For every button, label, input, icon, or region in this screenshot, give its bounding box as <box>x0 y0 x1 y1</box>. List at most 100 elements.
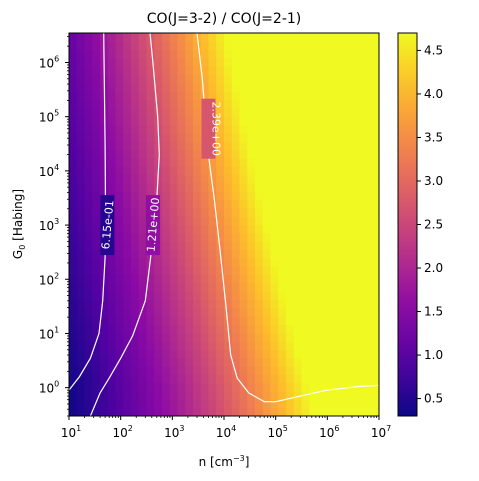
heatmap-cell <box>278 282 287 292</box>
heatmap-cell <box>123 199 132 209</box>
heatmap-cell <box>177 241 186 251</box>
heatmap-cell <box>100 157 109 167</box>
heatmap-cell <box>270 341 279 350</box>
heatmap-cell <box>169 274 179 284</box>
heatmap-cell <box>115 324 124 334</box>
heatmap-cell <box>115 141 124 151</box>
heatmap-cell <box>76 341 86 350</box>
heatmap-cell <box>146 341 155 350</box>
heatmap-cell <box>239 166 248 176</box>
heatmap-cell <box>107 74 117 84</box>
heatmap-cell <box>231 33 241 42</box>
heatmap-cell <box>131 41 140 51</box>
heatmap-cell <box>231 74 241 84</box>
heatmap-cell <box>262 107 272 117</box>
heatmap-cell <box>107 257 117 267</box>
heatmap-cell <box>270 324 279 334</box>
heatmap-cell <box>247 66 256 76</box>
contour-line-1 <box>69 33 107 391</box>
heatmap-cell <box>169 282 179 292</box>
heatmap-cell <box>177 41 186 51</box>
heatmap-cell <box>185 141 194 151</box>
heatmap-cell <box>348 349 357 359</box>
heatmap-cell <box>200 266 210 276</box>
heatmap-cell <box>162 107 171 117</box>
heatmap-cell <box>332 282 341 292</box>
heatmap-cell <box>123 232 132 242</box>
heatmap-cell <box>247 116 256 126</box>
heatmap-cell <box>216 199 225 209</box>
heatmap-cell <box>278 307 287 317</box>
heatmap-cell <box>138 332 148 342</box>
heatmap-cell <box>185 366 194 375</box>
heatmap-cell <box>185 49 194 59</box>
heatmap-cell <box>138 66 148 76</box>
heatmap-cell <box>131 299 140 309</box>
heatmap-cell <box>301 66 310 76</box>
heatmap-cell <box>239 49 248 59</box>
heatmap-cell <box>131 407 140 416</box>
heatmap-cell <box>69 307 78 317</box>
heatmap-cell <box>301 74 310 84</box>
heatmap-cell <box>216 366 225 375</box>
heatmap-cell <box>138 399 148 409</box>
heatmap-cell <box>231 274 241 284</box>
heatmap-cell <box>224 366 233 375</box>
heatmap-cell <box>324 299 334 309</box>
heatmap-cell <box>76 49 86 59</box>
heatmap-cell <box>286 307 295 317</box>
heatmap-cell <box>115 407 124 416</box>
heatmap-cell <box>162 166 171 176</box>
heatmap-cell <box>92 224 101 234</box>
heatmap-cell <box>123 332 132 342</box>
heatmap-cell <box>193 207 202 217</box>
heatmap-cell <box>278 116 287 126</box>
heatmap-cell <box>146 266 155 276</box>
heatmap-cell <box>138 257 148 267</box>
heatmap-cell <box>355 49 365 59</box>
heatmap-cell <box>231 166 241 176</box>
heatmap-cell <box>162 341 171 350</box>
heatmap-cell <box>84 282 93 292</box>
heatmap-cell <box>154 257 163 267</box>
heatmap-cell <box>216 257 225 267</box>
heatmap-cell <box>115 316 124 326</box>
heatmap-cell <box>123 41 132 51</box>
heatmap-cell <box>255 207 264 217</box>
heatmap-cell <box>324 366 334 375</box>
heatmap-cell <box>185 299 194 309</box>
heatmap-cell <box>76 241 86 251</box>
heatmap-cell <box>348 91 357 101</box>
heatmap-cell <box>247 57 256 67</box>
heatmap-cell <box>239 41 248 51</box>
heatmap-cell <box>138 174 148 184</box>
heatmap-cell <box>371 149 379 159</box>
heatmap-cell <box>216 316 225 326</box>
heatmap-cell <box>216 99 225 109</box>
heatmap-cell <box>348 232 357 242</box>
heatmap-cell <box>247 257 256 267</box>
heatmap-cell <box>270 82 279 92</box>
heatmap-cell <box>239 232 248 242</box>
heatmap-cell <box>138 374 148 384</box>
heatmap-cell <box>262 149 272 159</box>
heatmap-cell <box>100 399 109 409</box>
heatmap-cell <box>231 357 241 367</box>
heatmap-cell <box>69 291 78 301</box>
heatmap-cell <box>348 216 357 226</box>
heatmap-cell <box>76 207 86 217</box>
heatmap-cell <box>301 207 310 217</box>
heatmap-cell <box>293 149 303 159</box>
heatmap-cell <box>193 374 202 384</box>
heatmap-cell <box>115 382 124 392</box>
heatmap-cell <box>355 132 365 142</box>
heatmap-cell <box>231 57 241 67</box>
heatmap-cell <box>84 174 93 184</box>
heatmap-cell <box>255 316 264 326</box>
heatmap-cell <box>115 299 124 309</box>
heatmap-cell <box>301 349 310 359</box>
heatmap-cell <box>239 207 248 217</box>
heatmap-cell <box>216 399 225 409</box>
heatmap-cell <box>208 33 217 42</box>
heatmap-cell <box>278 216 287 226</box>
